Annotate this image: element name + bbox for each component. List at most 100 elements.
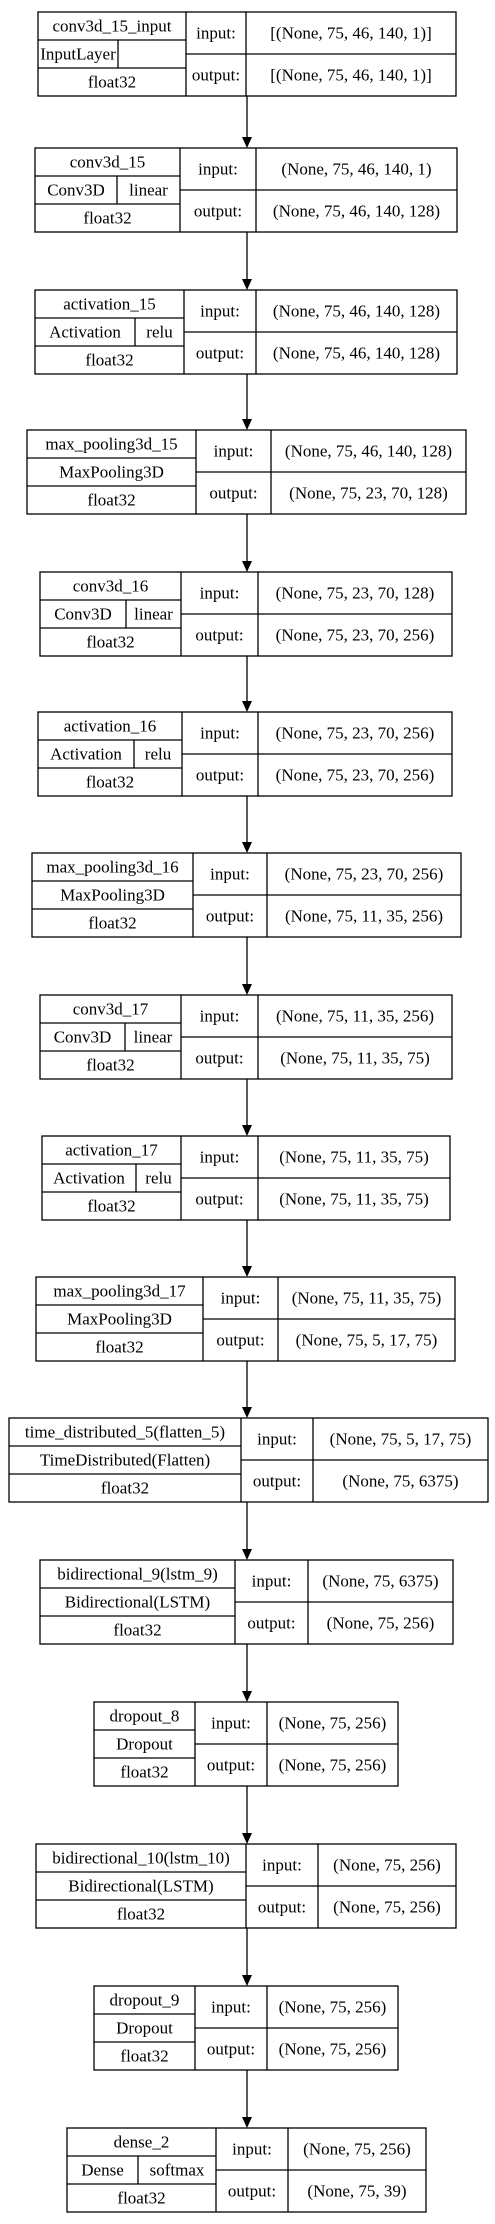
layer-name: max_pooling3d_15 — [45, 435, 177, 454]
input-shape: (None, 75, 6375) — [322, 1572, 438, 1591]
layer-name: dropout_8 — [110, 1707, 180, 1726]
layer-type: Dropout — [116, 2019, 173, 2038]
layer-node: activation_16 Activation relu float32 input:… — [37, 711, 453, 797]
output-label: output: — [216, 1331, 264, 1350]
input-label: input: — [200, 1148, 240, 1167]
layer-activation: softmax — [150, 2161, 205, 2180]
layer-type: Conv3D — [54, 605, 112, 624]
layer-activation: linear — [134, 1028, 173, 1047]
layer-dtype: float32 — [117, 2189, 165, 2208]
input-shape: (None, 75, 46, 140, 128) — [273, 302, 440, 321]
layer-name: max_pooling3d_17 — [53, 1282, 186, 1301]
output-label: output: — [258, 1898, 306, 1917]
layer-type: MaxPooling3D — [59, 463, 164, 482]
output-label: output: — [206, 907, 254, 926]
layer-name: conv3d_16 — [73, 577, 149, 596]
layer-type: Activation — [50, 745, 122, 764]
input-label: input: — [221, 1289, 261, 1308]
layer-node: activation_17 Activation relu float32 input:… — [41, 1135, 451, 1221]
input-shape: (None, 75, 256) — [303, 2140, 411, 2159]
arrow-head — [242, 561, 252, 572]
layer-type: Bidirectional(LSTM) — [65, 1593, 210, 1612]
layer-node: bidirectional_9(lstm_9) Bidirectional(LST… — [39, 1559, 454, 1645]
input-label: input: — [196, 24, 236, 43]
output-label: output: — [207, 2040, 255, 2059]
output-label: output: — [195, 1049, 243, 1068]
input-shape: (None, 75, 23, 70, 128) — [276, 584, 435, 603]
layer-dtype: float32 — [95, 1338, 143, 1357]
output-label: output: — [196, 344, 244, 363]
arrow-head — [242, 1407, 252, 1418]
layer-name: dense_2 — [114, 2133, 170, 2152]
layer-node: conv3d_15 Conv3D linear float32 input: output… — [34, 147, 458, 233]
input-label: input: — [252, 1572, 292, 1591]
output-label: output: — [192, 66, 240, 85]
arrow-head — [242, 137, 252, 148]
layer-type: Activation — [49, 323, 121, 342]
layer-dtype: float32 — [87, 491, 135, 510]
layer-node: dropout_9 Dropout float32 input: output: (Non… — [93, 1985, 399, 2071]
input-label: input: — [200, 302, 240, 321]
layer-name: conv3d_17 — [73, 1000, 149, 1019]
input-shape: (None, 75, 46, 140, 1) — [281, 160, 431, 179]
layer-name: activation_17 — [65, 1141, 158, 1160]
layer-name: time_distributed_5(flatten_5) — [25, 1423, 225, 1442]
layer-type: Dropout — [116, 1735, 173, 1754]
layer-dtype: float32 — [101, 1479, 149, 1498]
output-label: output: — [228, 2182, 276, 2201]
input-shape: (None, 75, 256) — [279, 1998, 387, 2017]
arrow-head — [242, 1125, 252, 1136]
layer-node: bidirectional_10(lstm_10) Bidirectional(L… — [35, 1843, 457, 1929]
layer-name: max_pooling3d_16 — [46, 858, 178, 877]
layer-dtype: float32 — [120, 2047, 168, 2066]
output-shape: (None, 75, 46, 140, 128) — [273, 202, 440, 221]
layer-name: bidirectional_9(lstm_9) — [57, 1565, 218, 1584]
layer-dtype: float32 — [120, 1763, 168, 1782]
layer-node: dropout_8 Dropout float32 input: output: (Non… — [93, 1701, 399, 1787]
layer-type: Conv3D — [47, 181, 105, 200]
layer-node: max_pooling3d_15 MaxPooling3D float32 input… — [26, 429, 467, 515]
layer-dtype: float32 — [85, 351, 133, 370]
layer-type: Bidirectional(LSTM) — [68, 1877, 213, 1896]
layer-type: TimeDistributed(Flatten) — [40, 1451, 210, 1470]
output-label: output: — [253, 1472, 301, 1491]
layer-node: time_distributed_5(flatten_5) TimeDistrib… — [8, 1417, 489, 1503]
output-shape: (None, 75, 11, 35, 75) — [279, 1190, 429, 1209]
input-shape: (None, 75, 11, 35, 75) — [279, 1148, 429, 1167]
input-shape: (None, 75, 23, 70, 256) — [285, 865, 444, 884]
layer-activation: linear — [134, 605, 173, 624]
output-label: output: — [207, 1756, 255, 1775]
layer-name: conv3d_15 — [70, 153, 146, 172]
input-label: input: — [211, 1998, 251, 2017]
arrow-head — [242, 1549, 252, 1560]
layer-dtype: float32 — [83, 209, 131, 228]
input-label: input: — [200, 1007, 240, 1026]
output-shape: (None, 75, 6375) — [342, 1472, 458, 1491]
input-label: input: — [198, 160, 238, 179]
layer-dtype: float32 — [113, 1621, 161, 1640]
layer-dtype: float32 — [88, 914, 136, 933]
input-shape: (None, 75, 11, 35, 256) — [276, 1007, 434, 1026]
input-shape: (None, 75, 11, 35, 75) — [292, 1289, 442, 1308]
layer-name: activation_16 — [64, 717, 157, 736]
layer-dtype: float32 — [86, 773, 134, 792]
layer-dtype: float32 — [87, 1197, 135, 1216]
input-shape: (None, 75, 5, 17, 75) — [330, 1430, 472, 1449]
layer-dtype: float32 — [88, 73, 136, 92]
input-label: input: — [262, 1856, 302, 1875]
output-label: output: — [196, 766, 244, 785]
output-shape: [(None, 75, 46, 140, 1)] — [270, 66, 431, 85]
layer-type: Conv3D — [54, 1028, 112, 1047]
arrow-head — [242, 1833, 252, 1844]
layer-node: dense_2 Dense softmax float32 input: output: (… — [66, 2127, 427, 2213]
layer-name: dropout_9 — [110, 1991, 180, 2010]
input-shape: [(None, 75, 46, 140, 1)] — [270, 24, 431, 43]
output-shape: (None, 75, 39) — [307, 2182, 406, 2201]
input-label: input: — [257, 1430, 297, 1449]
layer-activation: relu — [145, 745, 172, 764]
input-shape: (None, 75, 256) — [279, 1714, 387, 1733]
arrow-head — [242, 701, 252, 712]
